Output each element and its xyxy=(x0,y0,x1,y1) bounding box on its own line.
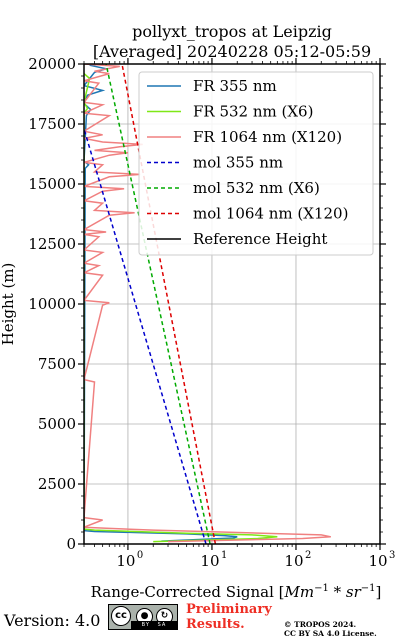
sa-arrow-icon: ↻ xyxy=(156,608,173,625)
cc-band: BY SA xyxy=(131,621,177,629)
y-tick-label: 15000 xyxy=(28,175,76,193)
y-tick-label: 0 xyxy=(66,535,76,553)
legend-label-2: FR 1064 nm (X120) xyxy=(193,128,342,146)
x-tick-label: 10 xyxy=(368,552,387,570)
y-tick-label: 7500 xyxy=(38,355,76,373)
x-axis-label: Range-Corrected Signal [Mm−1 * sr−1] xyxy=(91,583,382,600)
cc-icon: cc xyxy=(111,606,131,626)
series-line-5 xyxy=(121,64,217,544)
x-tick-exponent: 3 xyxy=(389,550,395,561)
legend-label-3: mol 355 nm xyxy=(193,154,283,172)
x-tick-exponent: 2 xyxy=(305,550,311,561)
legend-label-6: Reference Height xyxy=(193,230,327,248)
copyright-line1: © TROPOS 2024. xyxy=(284,620,357,629)
cc-by-text: BY xyxy=(141,622,150,628)
y-tick-label: 12500 xyxy=(28,235,76,253)
x-tick-exponent: 0 xyxy=(137,550,143,561)
y-tick-label: 20000 xyxy=(28,55,76,73)
x-tick-label: 10 xyxy=(200,552,219,570)
copyright-line2: CC BY SA 4.0 License. xyxy=(284,629,377,638)
y-tick-label: 10000 xyxy=(28,295,76,313)
legend-label-1: FR 532 nm (X6) xyxy=(193,103,313,121)
series-line-3 xyxy=(84,128,207,544)
legend-label-0: FR 355 nm xyxy=(193,77,277,95)
legend-box xyxy=(138,71,374,256)
copyright-note: © TROPOS 2024. CC BY SA 4.0 License. xyxy=(284,620,377,638)
cc-sa-text: SA xyxy=(157,622,167,628)
preliminary-note: Preliminary Results. xyxy=(186,602,272,632)
chart-canvas: 10 0 10 1 10 2 10 30250050007500100001250015000… xyxy=(0,55,395,600)
x-tick-label: 10 xyxy=(116,552,135,570)
y-tick-label: 17500 xyxy=(28,115,76,133)
legend-label-5: mol 1064 nm (X120) xyxy=(193,205,348,223)
chart-subtitle: [Averaged] 20240228 05:12-05:59 xyxy=(92,42,372,61)
y-axis-label: Height (m) xyxy=(0,263,17,346)
x-tick-exponent: 1 xyxy=(221,550,227,561)
series-line-1 xyxy=(84,73,278,543)
chart-title: pollyxt_tropos at Leipzig xyxy=(132,22,332,41)
series-line-4 xyxy=(105,64,211,544)
preliminary-line2: Results. xyxy=(186,617,245,632)
version-label: Version: 4.0 xyxy=(4,611,101,630)
series-line-2 xyxy=(84,64,331,543)
cc-license-logo: cc ● ↻ BY SA xyxy=(108,604,178,630)
legend-label-4: mol 532 nm (X6) xyxy=(193,179,320,197)
x-tick-label: 10 xyxy=(284,552,303,570)
y-tick-label: 5000 xyxy=(38,415,76,433)
preliminary-line1: Preliminary xyxy=(186,602,272,617)
y-tick-label: 2500 xyxy=(38,475,76,493)
